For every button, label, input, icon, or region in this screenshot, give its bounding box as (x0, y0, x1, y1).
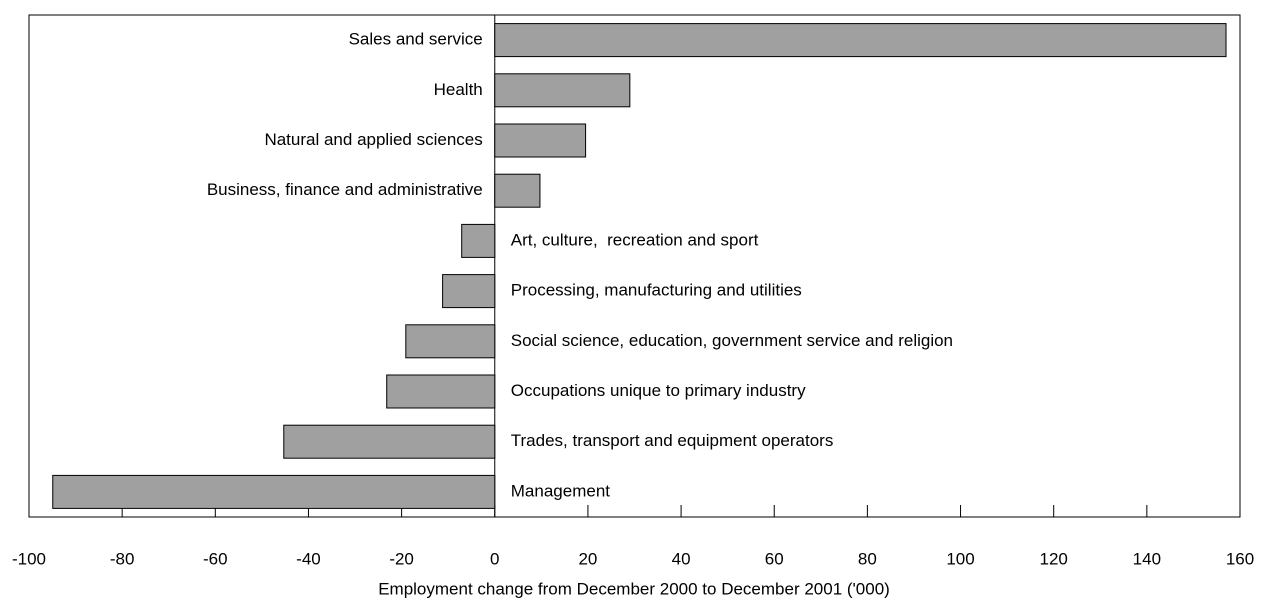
x-tick-label: 40 (672, 549, 691, 568)
category-label: Sales and service (349, 30, 483, 49)
bar (442, 274, 496, 309)
x-tick-label: 60 (765, 549, 784, 568)
category-label: Trades, transport and equipment operator… (511, 431, 834, 450)
bar (283, 424, 496, 459)
x-tick-label: 0 (490, 549, 499, 568)
bar (461, 223, 496, 258)
x-tick-label: -20 (389, 549, 414, 568)
x-tick-label: -60 (203, 549, 228, 568)
x-tick-label: 140 (1133, 549, 1161, 568)
x-tick-label: 120 (1040, 549, 1068, 568)
x-tick-label: 80 (858, 549, 877, 568)
bar (494, 23, 1227, 58)
category-label: Health (434, 80, 483, 99)
plot-frame (28, 14, 1241, 518)
x-tick-label: 20 (578, 549, 597, 568)
category-label: Occupations unique to primary industry (511, 381, 806, 400)
category-label: Business, finance and administrative (207, 180, 483, 199)
category-label: Social science, education, government se… (511, 331, 953, 350)
x-tick-label: -100 (12, 549, 46, 568)
bar (494, 73, 631, 108)
bar (386, 374, 496, 409)
x-tick-label: -40 (296, 549, 321, 568)
x-axis-title: Employment change from December 2000 to … (378, 579, 890, 598)
x-tick-label: 160 (1226, 549, 1254, 568)
bar (52, 474, 496, 509)
category-label: Management (511, 481, 611, 500)
bar (494, 123, 587, 158)
category-label: Natural and applied sciences (264, 130, 482, 149)
x-tick-label: -80 (110, 549, 135, 568)
bar (494, 173, 541, 208)
x-tick-label: 100 (946, 549, 974, 568)
category-label: Processing, manufacturing and utilities (511, 281, 802, 300)
category-label: Art, culture, recreation and sport (511, 230, 759, 249)
bar (405, 324, 496, 359)
